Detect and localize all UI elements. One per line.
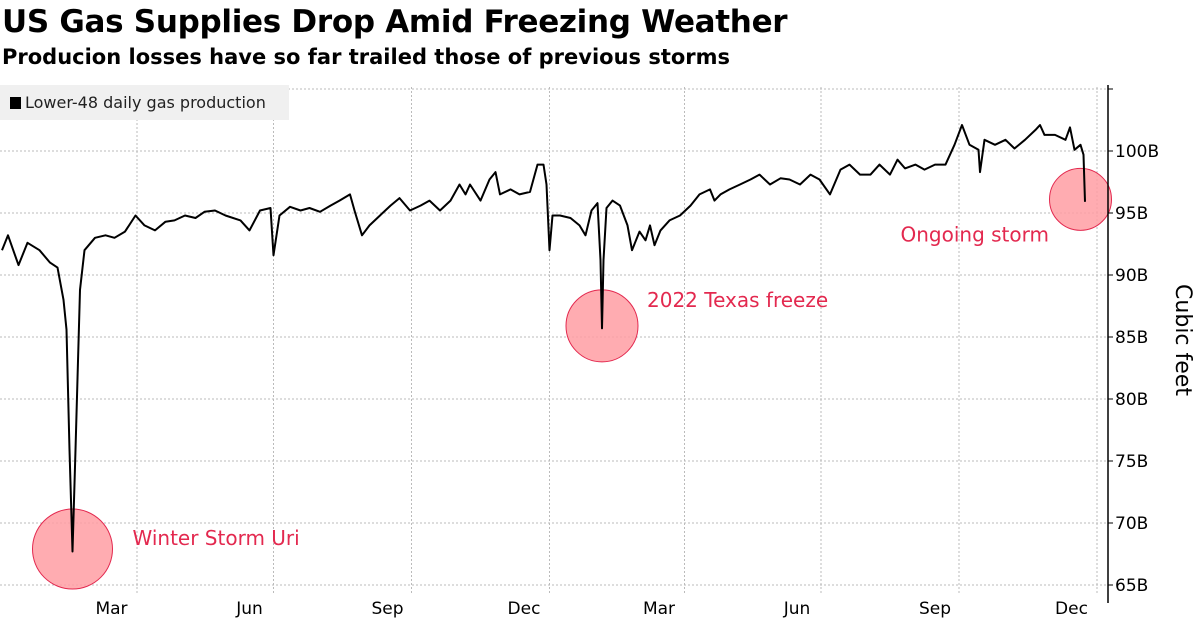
x-tick-label: Mar: [95, 599, 127, 619]
x-tick-label: Jun: [235, 599, 263, 619]
y-tick-label: 75B: [1115, 452, 1148, 472]
y-tick-label: 80B: [1115, 390, 1148, 410]
x-tick-label: Dec: [508, 599, 541, 619]
legend: Lower-48 daily gas production: [0, 85, 289, 120]
x-tick-label: Sep: [919, 599, 951, 619]
x-tick-label: Dec: [1055, 599, 1088, 619]
y-tick-label: 95B: [1115, 204, 1148, 224]
x-tick-label: Mar: [643, 599, 675, 619]
y-tick-label: 65B: [1115, 576, 1148, 596]
y-axis-title: Cubic feet: [1170, 284, 1195, 396]
annotation-labels: Winter Storm Uri 2022 Texas freeze Ongoing…: [133, 222, 1050, 550]
annotation-circle: [1049, 167, 1112, 231]
axes: 65B 70B 75B 80B 85B 90B 95B 100B Mar Jun Sep Dec Mar…: [95, 85, 1159, 619]
x-tick-label: Jun: [783, 599, 811, 619]
chart-title: US Gas Supplies Drop Amid Freezing Weath…: [2, 4, 788, 40]
annotation-label: Ongoing storm: [901, 222, 1050, 246]
legend-swatch: [10, 96, 21, 109]
y-tick-label: 85B: [1115, 328, 1148, 348]
gridlines: [0, 87, 1108, 595]
series-line-lower-48-gas-production: [1, 124, 1086, 553]
y-tick-label: 90B: [1115, 266, 1148, 286]
y-tick-label: 100B: [1115, 142, 1159, 162]
legend-label: Lower-48 daily gas production: [25, 93, 266, 112]
chart-subtitle: Producion losses have so far trailed tho…: [2, 45, 731, 69]
x-tick-label: Sep: [371, 599, 403, 619]
annotation-label: Winter Storm Uri: [133, 526, 300, 550]
y-tick-label: 70B: [1115, 514, 1148, 534]
annotation-label: 2022 Texas freeze: [647, 288, 828, 312]
